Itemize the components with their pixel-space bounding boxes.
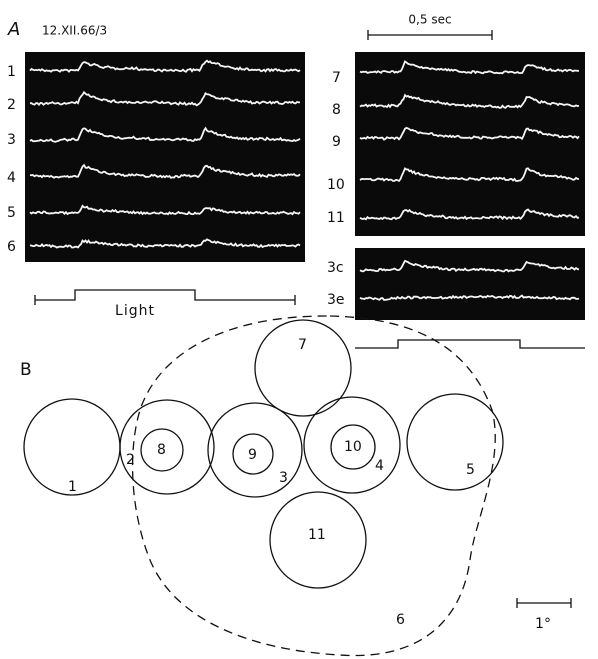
field-label: 7 (298, 337, 307, 353)
trace-label: 5 (7, 205, 16, 221)
trace-label: 8 (332, 102, 341, 118)
stimulus-marker (355, 340, 585, 348)
trace-panel (355, 52, 585, 236)
trace-label: 3c (327, 260, 344, 276)
field-label: 6 (396, 612, 405, 628)
receptive-field (255, 320, 351, 416)
receptive-field (407, 394, 503, 490)
field-label: 2 (126, 452, 135, 468)
field-label: 3 (279, 470, 288, 486)
panel-label: A (7, 19, 20, 40)
spatial-scale-bar (517, 598, 571, 608)
receptive-field (120, 400, 214, 494)
field-label: 5 (466, 462, 475, 478)
trace-label: 1 (7, 64, 16, 80)
receptive-field-6 (133, 316, 496, 656)
trace-label: 4 (7, 170, 16, 186)
recording-date: 12.XII.66/3 (42, 24, 107, 38)
trace-label: 3e (327, 292, 345, 308)
field-label: 9 (248, 447, 257, 463)
field-label: 8 (157, 442, 166, 458)
field-label: 4 (375, 458, 384, 474)
trace-label: 9 (332, 134, 341, 150)
time-scale-label: 0,5 sec (408, 13, 451, 27)
trace-label: 10 (327, 177, 345, 193)
stimulus-label: Light (115, 303, 155, 319)
trace-label: 6 (7, 239, 16, 255)
trace-label: 7 (332, 70, 341, 86)
field-label: 10 (344, 439, 362, 455)
trace-panel (25, 52, 305, 262)
panel-label: B (20, 360, 32, 380)
time-scale-bar (368, 30, 492, 40)
field-label: 11 (308, 527, 326, 543)
field-label: 1 (68, 479, 77, 495)
spatial-scale-label: 1° (535, 616, 551, 632)
trace-label: 11 (327, 210, 345, 226)
trace-label: 3 (7, 132, 16, 148)
stimulus-marker (35, 290, 295, 305)
trace-panel (355, 248, 585, 320)
trace-label: 2 (7, 97, 16, 113)
figure: A 12.XII.66/3 0,5 sec 1 2 3 4 5 6 7 8 9 … (0, 0, 598, 659)
